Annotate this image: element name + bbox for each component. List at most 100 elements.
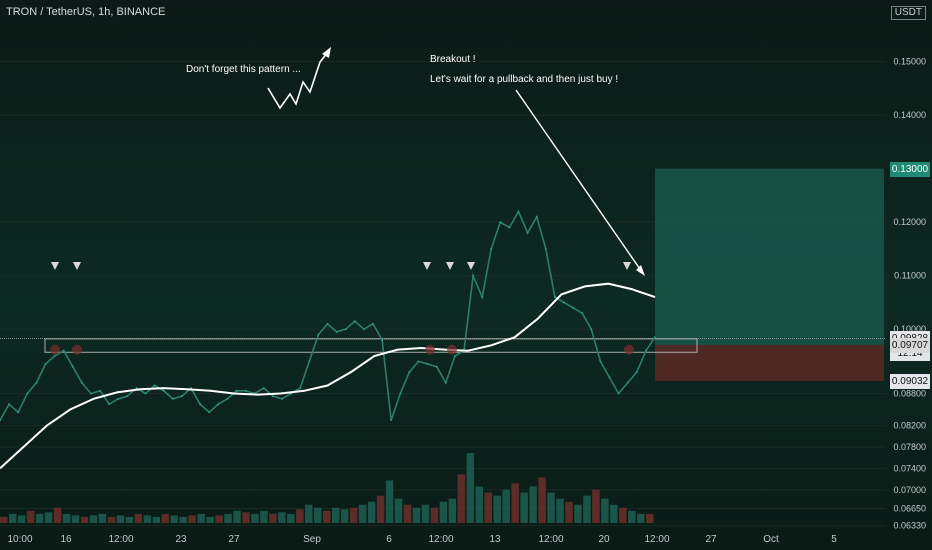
volume-bar — [493, 495, 501, 523]
price-point — [144, 392, 147, 395]
breakout-arrow — [515, 89, 643, 273]
volume-bar — [484, 492, 492, 523]
price-point — [544, 248, 547, 250]
volume-bar — [637, 513, 645, 523]
pattern-arrowhead — [322, 47, 331, 58]
touch-marker — [425, 344, 435, 355]
price-point — [308, 360, 311, 363]
price-point — [53, 355, 56, 357]
volume-bar — [296, 509, 304, 523]
touch-marker — [624, 344, 634, 355]
x-tick-label: 12:00 — [538, 534, 563, 545]
price-point — [608, 376, 611, 379]
volume-bar — [305, 504, 313, 523]
stop-zone — [655, 344, 884, 382]
price-point — [208, 411, 211, 414]
price-point — [62, 349, 65, 352]
pattern-note: Don't forget this pattern ... — [186, 64, 301, 75]
volume-bar — [367, 501, 376, 523]
price-point — [90, 392, 92, 395]
price-point — [26, 392, 29, 395]
symbol-title[interactable]: TRON / TetherUS, 1h, BINANCE — [6, 6, 166, 18]
volume-bar — [179, 516, 187, 523]
volume-bar — [421, 504, 430, 523]
volume-bar — [448, 498, 457, 523]
touch-marker — [72, 344, 82, 355]
price-point — [645, 349, 647, 352]
price-point — [117, 397, 120, 400]
volume-bar — [35, 513, 44, 523]
x-tick-label: 16 — [60, 534, 72, 545]
price-point — [71, 365, 74, 368]
price-point — [126, 395, 129, 398]
volume-bar — [610, 504, 618, 523]
stop-price-tag: 0.09032 — [890, 374, 930, 390]
price-point — [17, 411, 20, 414]
volume-bar — [394, 498, 403, 523]
price-point — [153, 384, 156, 387]
price-point — [362, 328, 365, 331]
volume-bar — [646, 513, 654, 523]
price-point — [226, 397, 229, 400]
volume-bar — [358, 504, 367, 523]
volume-bar — [197, 513, 205, 523]
price-point — [244, 389, 247, 392]
price-point — [472, 274, 474, 277]
x-tick-label: 12:00 — [428, 534, 453, 545]
y-tick-label: 0.11000 — [894, 271, 926, 281]
volume-bar — [430, 507, 439, 523]
price-series — [0, 209, 656, 422]
price-point — [417, 360, 420, 363]
price-point — [526, 231, 529, 234]
price-point — [444, 381, 447, 384]
price-point — [353, 320, 356, 323]
volume-bar — [107, 516, 116, 523]
price-point — [272, 395, 274, 398]
price-point — [499, 221, 502, 224]
volume-bar — [466, 453, 475, 523]
volume-bar — [376, 495, 385, 523]
currency-label[interactable]: USDT — [890, 6, 926, 20]
volume-bar — [269, 513, 277, 523]
x-tick-label: Sep — [303, 534, 321, 545]
price-point — [535, 215, 538, 218]
price-point — [435, 365, 438, 368]
price-point — [108, 403, 111, 406]
price-point — [299, 387, 302, 390]
volume-bar — [8, 513, 17, 523]
volume-bar — [224, 513, 232, 523]
volume-bar — [134, 513, 143, 523]
y-tick-label: 0.12000 — [893, 217, 926, 227]
volume-bar — [242, 512, 250, 523]
volume-bar — [340, 509, 349, 523]
x-tick-label: 6 — [386, 534, 392, 545]
volume-bar — [170, 515, 178, 523]
price-point — [581, 312, 584, 315]
volume-bar — [215, 515, 223, 523]
price-point — [453, 355, 456, 357]
volume-bar — [125, 516, 134, 523]
down-arrow-marker — [446, 262, 454, 270]
down-arrow-marker — [73, 262, 81, 270]
price-point — [171, 397, 174, 400]
price-point — [281, 397, 283, 400]
x-tick-label: 5 — [831, 534, 837, 545]
breakout-note: Breakout ! — [430, 54, 476, 65]
volume-bar — [206, 516, 214, 523]
entry-price-tag: 0.09707 — [890, 337, 930, 353]
ma-line — [0, 282, 656, 470]
volume-bar — [80, 516, 89, 523]
price-point — [426, 363, 429, 365]
y-tick-label: 0.07400 — [893, 463, 926, 473]
volume-bar — [323, 510, 331, 523]
volume-bar — [547, 492, 555, 523]
volume-bar — [529, 486, 537, 523]
trade-zones — [0, 168, 886, 382]
price-point — [235, 389, 238, 392]
down-arrow-marker — [467, 262, 475, 270]
volume-bar — [520, 492, 528, 523]
price-point — [80, 381, 83, 384]
volume-bar — [331, 507, 340, 523]
